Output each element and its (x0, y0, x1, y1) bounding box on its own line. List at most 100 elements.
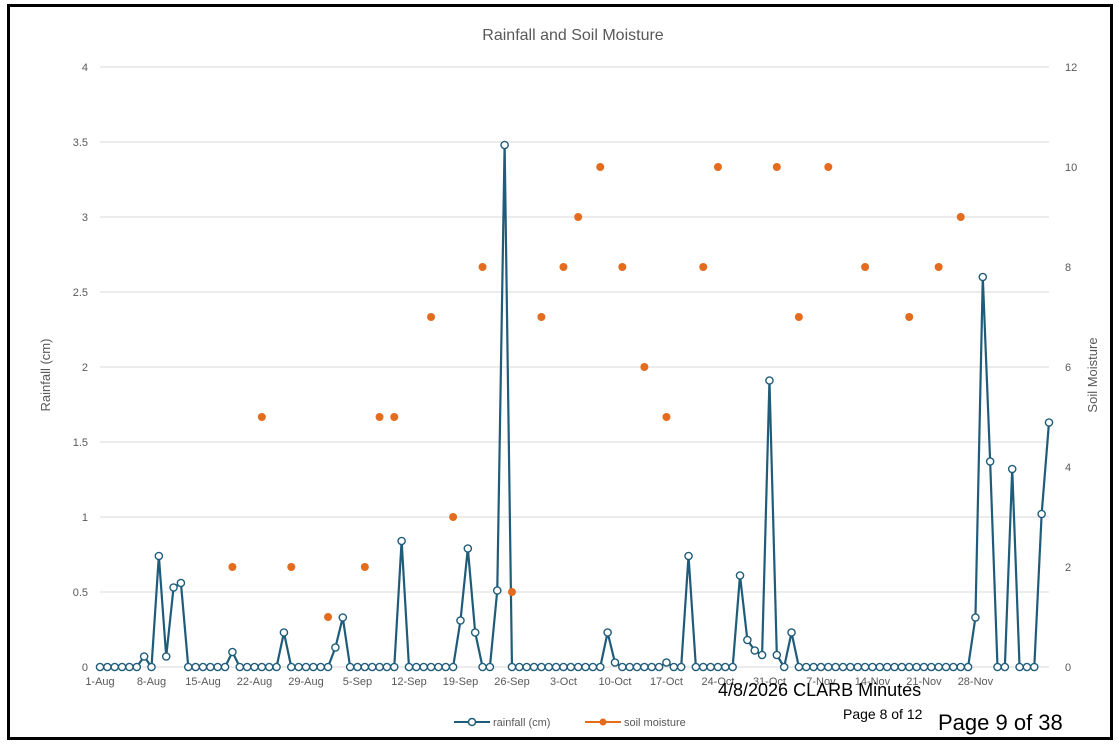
rainfall-point (169, 583, 178, 592)
rainfall-point (272, 662, 281, 672)
left-tick-label: 0 (82, 662, 88, 674)
right-axis-title: Soil Moisture (1085, 337, 1100, 412)
rainfall-point (559, 662, 568, 672)
rainfall-point (698, 662, 708, 672)
rainfall-point (721, 662, 730, 672)
rainfall-point (515, 662, 524, 672)
rainfall-point (161, 652, 171, 661)
rainfall-point (228, 647, 237, 657)
soil-moisture-point (427, 313, 436, 321)
rainfall-point (875, 662, 885, 672)
legend-rainfall-marker (467, 717, 477, 727)
rainfall-point (375, 662, 384, 672)
rainfall-point (316, 662, 325, 672)
rainfall-point (183, 662, 193, 672)
rainfall-point (507, 662, 517, 672)
rainfall-point (257, 662, 267, 672)
rainfall-point (728, 662, 737, 672)
x-tick-label: 26-Sep (494, 676, 529, 688)
rainfall-point (993, 662, 1002, 672)
rainfall-point (926, 662, 936, 672)
rainfall-point (389, 662, 399, 672)
right-axis-ticks: 0 2 4 6 8 10 12 (1065, 62, 1077, 674)
soil-moisture-point (699, 263, 708, 271)
rainfall-series (95, 140, 1054, 672)
rainfall-point (154, 551, 164, 561)
footer-minutes-title: 4/8/2026 CLARB Minutes (718, 680, 922, 700)
rainfall-point (765, 376, 774, 385)
soil-moisture-point (478, 263, 487, 271)
rainfall-point (279, 628, 289, 637)
legend-rainfall-label: rainfall (cm) (493, 717, 550, 729)
rainfall-point (573, 662, 583, 672)
soil-moisture-point (861, 263, 870, 271)
x-tick-label: 3-Oct (550, 676, 577, 688)
rainfall-point (537, 662, 546, 672)
rainfall-point (470, 628, 480, 637)
rainfall-point (779, 662, 789, 672)
rainfall-point (309, 662, 318, 672)
rainfall-point (110, 662, 120, 672)
rainfall-point (132, 662, 142, 672)
left-tick-label: 1.5 (73, 437, 88, 449)
x-tick-label: 10-Oct (598, 676, 631, 688)
rainfall-point (949, 662, 958, 672)
rainfall-point (809, 662, 818, 672)
soil-moisture-point (360, 563, 369, 571)
soil-moisture-point (794, 313, 803, 321)
soil-moisture-point (449, 513, 458, 521)
rainfall-point (978, 272, 988, 282)
rainfall-point (213, 662, 223, 672)
rainfall-point (772, 650, 782, 660)
rainfall-point (139, 652, 149, 661)
rainfall-point (787, 628, 796, 637)
rainfall-point (662, 658, 671, 667)
x-axis-ticks: 1-Aug 8-Aug 15-Aug 22-Aug 29-Aug 5-Sep 12-Sep 1… (85, 676, 993, 688)
soil-moisture-point (375, 413, 384, 421)
left-tick-label: 2.5 (73, 287, 88, 299)
rainfall-point (242, 662, 252, 672)
rainfall-point (360, 662, 370, 672)
rainfall-point (735, 571, 745, 580)
rainfall-point (117, 662, 127, 672)
right-tick-label: 6 (1065, 362, 1071, 374)
rainfall-point (934, 662, 943, 672)
rainfall-point (882, 662, 892, 672)
rainfall-point (176, 578, 186, 588)
chart-title: Rainfall and Soil Moisture (482, 27, 664, 44)
soil-moisture-series (228, 163, 965, 621)
rainfall-point (1022, 662, 1032, 672)
soil-moisture-point (956, 213, 965, 221)
rainfall-point (198, 662, 208, 672)
rainfall-point (684, 551, 693, 561)
rainfall-point (1037, 509, 1046, 519)
rainfall-point (610, 658, 620, 667)
right-tick-label: 2 (1065, 562, 1071, 574)
rainfall-point (551, 662, 561, 672)
soil-moisture-point (228, 563, 237, 571)
rainfall-point (581, 662, 590, 672)
rainfall-point (890, 662, 899, 672)
rainfall-point (1007, 464, 1017, 474)
x-tick-label: 14-Nov (855, 676, 891, 688)
rainfall-point (353, 662, 362, 672)
rainfall-point (713, 662, 723, 672)
rainfall-point (853, 662, 863, 672)
right-tick-label: 10 (1065, 162, 1077, 174)
x-tick-label: 1-Aug (85, 676, 114, 688)
rainfall-point (654, 662, 664, 672)
soil-moisture-point (640, 363, 649, 371)
rainfall-point (397, 536, 406, 546)
rainfall-point (412, 662, 421, 672)
rainfall-point (971, 613, 980, 622)
x-tick-label: 8-Aug (137, 676, 166, 688)
rainfall-point (757, 650, 767, 660)
rainfall-point (485, 662, 495, 672)
rainfall-point (750, 646, 760, 655)
rainfall-point (500, 140, 509, 150)
left-tick-label: 0.5 (73, 587, 88, 599)
left-tick-label: 3 (82, 212, 88, 224)
rainfall-soil-moisture-chart: Rainfall and Soil Moisture 0 0.5 1 1.5 2 2.5 3… (38, 27, 1100, 729)
rainfall-point (338, 613, 348, 622)
rainfall-point (691, 662, 701, 672)
